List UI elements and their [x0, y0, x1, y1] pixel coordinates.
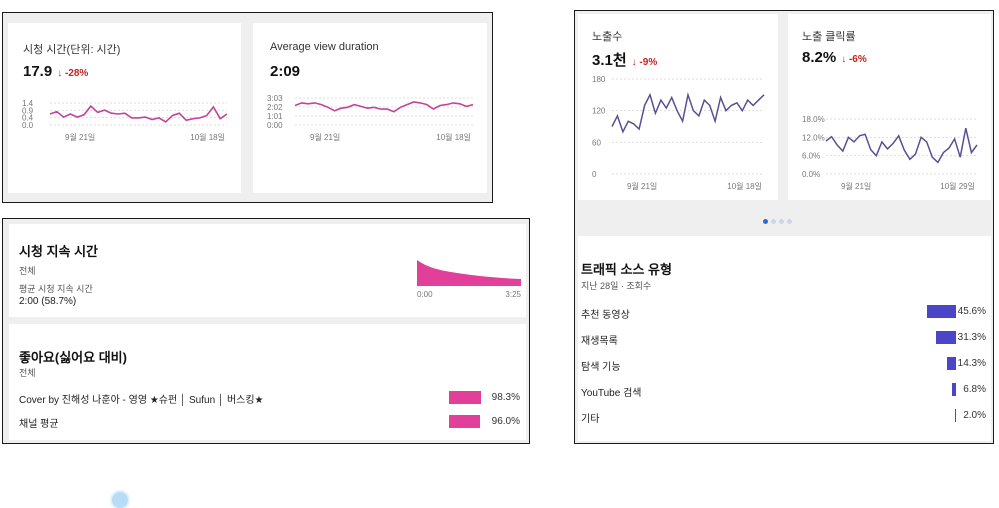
y-tick-label: 3:03 — [267, 94, 283, 103]
series-line — [825, 128, 978, 164]
x-tick-label: 10월 18일 — [436, 132, 471, 142]
retention-card[interactable]: 시청 지속 시간 전체 평균 시청 지속 시간 2:00 (58.7%) 0:0… — [9, 224, 526, 317]
ctr-number: 8.2% — [802, 49, 837, 66]
mouse-cursor-highlight — [112, 492, 128, 508]
y-tick-label: 0:00 — [267, 121, 283, 130]
impressions-card[interactable]: 노출수 3.1천 ↓ -9% 180 120 60 0 9월 21일 10월 18일 — [578, 14, 778, 200]
ctr-chart: 18.0% 12.0% 6.0% 0.0% 9월 21일 10월 29일 — [802, 115, 978, 191]
likes-row-channel-label: 채널 평균 — [19, 419, 59, 430]
y-tick-label: 0.4 — [22, 114, 34, 123]
retention-x-start: 0:00 — [417, 290, 433, 299]
series-line — [611, 91, 765, 134]
x-tick-label: 10월 18일 — [190, 132, 225, 142]
x-tick-label: 9월 21일 — [65, 132, 95, 142]
y-tick-label: 0.0% — [802, 170, 820, 179]
impressions-delta: ↓ -9% — [631, 57, 658, 68]
y-tick-label: 1:01 — [267, 112, 283, 121]
impressions-title: 노출수 — [592, 31, 623, 43]
traffic-source-pct: 14.3% — [957, 358, 986, 369]
avg-retention-label: 평균 시청 지속 시간 — [19, 284, 93, 294]
likes-subtitle: 전체 — [19, 368, 36, 378]
ctr-title: 노출 클릭률 — [802, 31, 856, 43]
carousel-dot-1[interactable] — [763, 219, 768, 224]
y-tick-label: 6.0% — [802, 152, 820, 161]
impressions-value: 3.1천 ↓ -9% — [592, 49, 657, 70]
likes-card[interactable]: 좋아요(싫어요 대비) 전체 Cover by 진해성 나훈아 - 영영 ★슈펀… — [9, 324, 526, 440]
retention-x-end: 3:25 — [505, 290, 521, 299]
carousel-dot-4[interactable] — [787, 219, 792, 224]
watch-time-number: 17.9 — [23, 63, 53, 80]
x-tick-label: 9월 21일 — [310, 132, 340, 142]
y-tick-label: 2:02 — [267, 103, 283, 112]
likes-title: 좋아요(싫어요 대비) — [19, 350, 127, 365]
avg-retention-value: 2:00 (58.7%) — [19, 296, 77, 307]
traffic-source-pct: 31.3% — [957, 332, 986, 343]
traffic-source-bar — [951, 383, 956, 396]
x-tick-label: 10월 18일 — [727, 181, 762, 191]
series-line — [294, 101, 474, 113]
retention-curve: 0:00 3:25 — [417, 260, 522, 299]
traffic-source-bar — [936, 331, 956, 344]
likes-row-video-pct: 98.3% — [491, 392, 520, 403]
traffic-source-bar — [946, 357, 956, 370]
retention-subtitle: 전체 — [19, 266, 36, 276]
traffic-source-card[interactable]: 트래픽 소스 유형 지난 28일 · 조회수 추천 동영상 45.6% 재생목록 31… — [578, 236, 991, 441]
traffic-source-label: 추천 동영상 — [581, 310, 630, 321]
y-tick-label: 12.0% — [802, 133, 825, 142]
y-tick-label: 1.4 — [22, 99, 34, 108]
y-tick-label: 0.0 — [22, 121, 34, 130]
watch-time-panel: 시청 시간(단위: 시간) 17.9 ↓ -28% 1.4 0.9 0.4 0.0 9월 … — [2, 12, 493, 203]
y-tick-label: 180 — [592, 75, 606, 84]
watch-time-delta: ↓ -28% — [57, 68, 89, 79]
watch-time-card[interactable]: 시청 시간(단위: 시간) 17.9 ↓ -28% 1.4 0.9 0.4 0.0 9월 … — [8, 23, 241, 193]
avg-view-duration-chart: 3:032:021:010:00 9월 21일 10월 18일 — [267, 94, 474, 142]
retention-title: 시청 지속 시간 — [19, 244, 98, 259]
watch-time-title: 시청 시간(단위: 시간) — [23, 44, 121, 56]
watch-time-value: 17.9 ↓ -28% — [23, 63, 88, 80]
traffic-source-title: 트래픽 소스 유형 — [581, 262, 672, 277]
watch-time-chart: 1.40.90.40.0 9월 21일 10월 18일 — [22, 99, 228, 142]
traffic-source-pct: 2.0% — [963, 410, 986, 421]
ctr-card[interactable]: 노출 클릭률 8.2% ↓ -6% 18.0% 12.0% 6.0% 0.0% 9월 21… — [788, 14, 991, 200]
carousel-dot-3[interactable] — [779, 219, 784, 224]
x-tick-label: 9월 21일 — [841, 181, 871, 191]
y-tick-label: 0 — [592, 170, 597, 179]
likes-row-channel-bar — [449, 415, 480, 428]
traffic-source-pct: 6.8% — [963, 384, 986, 395]
x-tick-label: 9월 21일 — [627, 181, 657, 191]
series-line — [49, 104, 228, 123]
y-tick-label: 0.9 — [22, 106, 34, 115]
traffic-source-pct: 45.6% — [957, 306, 986, 317]
y-tick-label: 60 — [592, 138, 601, 147]
y-tick-label: 120 — [592, 107, 606, 116]
ctr-value: 8.2% ↓ -6% — [802, 49, 867, 66]
traffic-source-label: 탐색 기능 — [581, 362, 621, 373]
x-tick-label: 10월 29일 — [940, 181, 975, 191]
ctr-delta: ↓ -6% — [841, 54, 867, 65]
retention-area — [417, 260, 521, 286]
avg-view-duration-title: Average view duration — [270, 41, 379, 53]
carousel-dots[interactable] — [763, 211, 795, 229]
avg-view-duration-value: 2:09 — [270, 63, 300, 80]
carousel-dot-2[interactable] — [771, 219, 776, 224]
traffic-source-label: YouTube 검색 — [581, 388, 642, 399]
traffic-source-label: 기타 — [581, 414, 600, 425]
y-tick-label: 18.0% — [802, 115, 825, 124]
avg-view-duration-number: 2:09 — [270, 63, 301, 80]
retention-likes-panel: 시청 지속 시간 전체 평균 시청 지속 시간 2:00 (58.7%) 0:0… — [2, 218, 530, 508]
impressions-traffic-panel: 노출수 3.1천 ↓ -9% 180 120 60 0 9월 21일 10월 18일 노출 … — [574, 10, 994, 444]
likes-row-video-bar — [449, 391, 481, 404]
traffic-source-bar — [927, 305, 956, 318]
likes-row-channel-pct: 96.0% — [491, 416, 520, 427]
likes-row-video-label: Cover by 진해성 나훈아 - 영영 ★슈펀 │ Sufun │ 버스킹★ — [19, 395, 264, 406]
impressions-chart: 180 120 60 0 9월 21일 10월 18일 — [592, 75, 765, 191]
impressions-number: 3.1천 — [592, 52, 627, 69]
avg-view-duration-card[interactable]: Average view duration 2:09 3:03 2:02 1:01 0… — [253, 23, 487, 193]
traffic-source-bar — [954, 409, 956, 422]
traffic-source-label: 재생목록 — [581, 336, 618, 347]
traffic-source-subtitle: 지난 28일 · 조회수 — [581, 281, 652, 291]
